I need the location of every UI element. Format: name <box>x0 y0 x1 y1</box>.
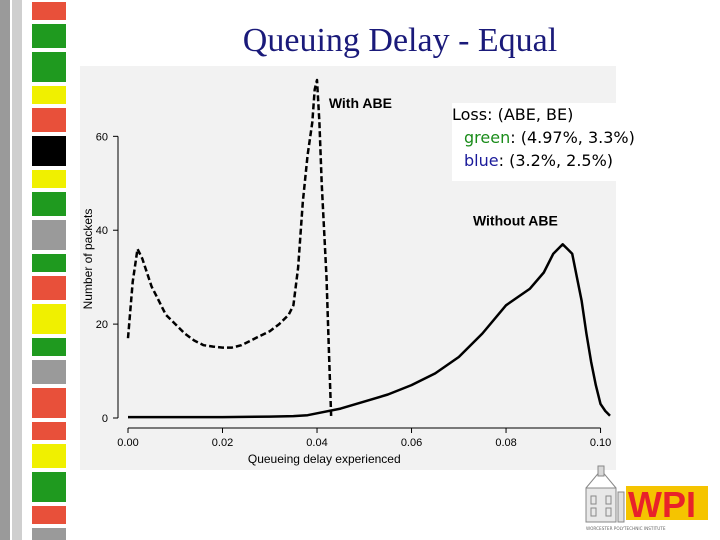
building-icon <box>585 465 625 523</box>
strip-block <box>32 86 66 104</box>
strip-block <box>32 360 66 384</box>
loss-green-line: green: (4.97%, 3.3%) <box>452 126 635 149</box>
x-tick-label: 0.00 <box>117 437 138 449</box>
strip-block <box>32 170 66 188</box>
loss-legend-box: Loss: (ABE, BE) green: (4.97%, 3.3%) blu… <box>452 103 635 181</box>
strip-block <box>32 276 66 300</box>
logo-wpi-bar <box>626 486 708 520</box>
series-line-without-abe <box>128 243 611 419</box>
wpi-logo: WPI WORCESTER POLYTECHNIC INSTITUTE <box>585 465 708 531</box>
y-tick-label: 0 <box>102 413 108 425</box>
loss-blue-line: blue: (3.2%, 2.5%) <box>452 149 620 172</box>
strip-block <box>32 108 66 132</box>
strip-block <box>32 388 66 418</box>
y-tick-label: 60 <box>96 131 108 143</box>
strip-block <box>32 506 66 524</box>
strip-block <box>32 528 66 540</box>
x-axis-label: Queueing delay experienced <box>248 452 401 466</box>
x-tick-label: 0.02 <box>212 437 233 449</box>
loss-green-values: : (4.97%, 3.3%) <box>510 128 635 147</box>
chart-annotations: With ABE Without ABE <box>329 95 558 229</box>
x-tick-label: 0.08 <box>495 437 516 449</box>
decorative-color-strip <box>0 0 66 540</box>
loss-heading: Loss: (ABE, BE) <box>452 105 574 124</box>
strip-block <box>32 304 66 334</box>
strip-block <box>32 136 66 166</box>
loss-green-label: green <box>464 128 511 147</box>
strip-block <box>32 254 66 272</box>
annotation-with-abe: With ABE <box>329 95 392 111</box>
y-axis-label: Number of packets <box>81 209 95 310</box>
strip-block <box>32 338 66 356</box>
series-line-with-abe <box>126 78 333 419</box>
strip-block <box>32 444 66 468</box>
logo-wpi-text: WPI <box>628 484 696 525</box>
strip-block <box>32 220 66 250</box>
strip-block <box>32 472 66 502</box>
strip-block <box>32 192 66 216</box>
strip-block <box>32 422 66 440</box>
x-tick-label: 0.04 <box>306 437 327 449</box>
logo-tagline: WORCESTER POLYTECHNIC INSTITUTE <box>586 526 666 531</box>
y-tick-label: 40 <box>96 225 108 237</box>
loss-blue-values: : (3.2%, 2.5%) <box>498 151 614 170</box>
y-tick-label: 20 <box>96 319 108 331</box>
chart-axes: 0.00 0.02 0.04 0.06 0.08 0.10 0 20 40 60 Queueing … <box>81 131 611 466</box>
strip-block <box>32 24 66 48</box>
x-tick-label: 0.10 <box>590 437 611 449</box>
slide-title: Queuing Delay - Equal <box>242 22 558 59</box>
x-tick-label: 0.06 <box>401 437 422 449</box>
annotation-without-abe: Without ABE <box>473 213 558 229</box>
queueing-delay-chart: 0.00 0.02 0.04 0.06 0.08 0.10 0 20 40 60 Queueing … <box>81 78 611 466</box>
strip-block <box>32 2 66 20</box>
strip-block <box>32 52 66 82</box>
loss-blue-label: blue <box>464 151 499 170</box>
chart-series <box>126 78 611 419</box>
